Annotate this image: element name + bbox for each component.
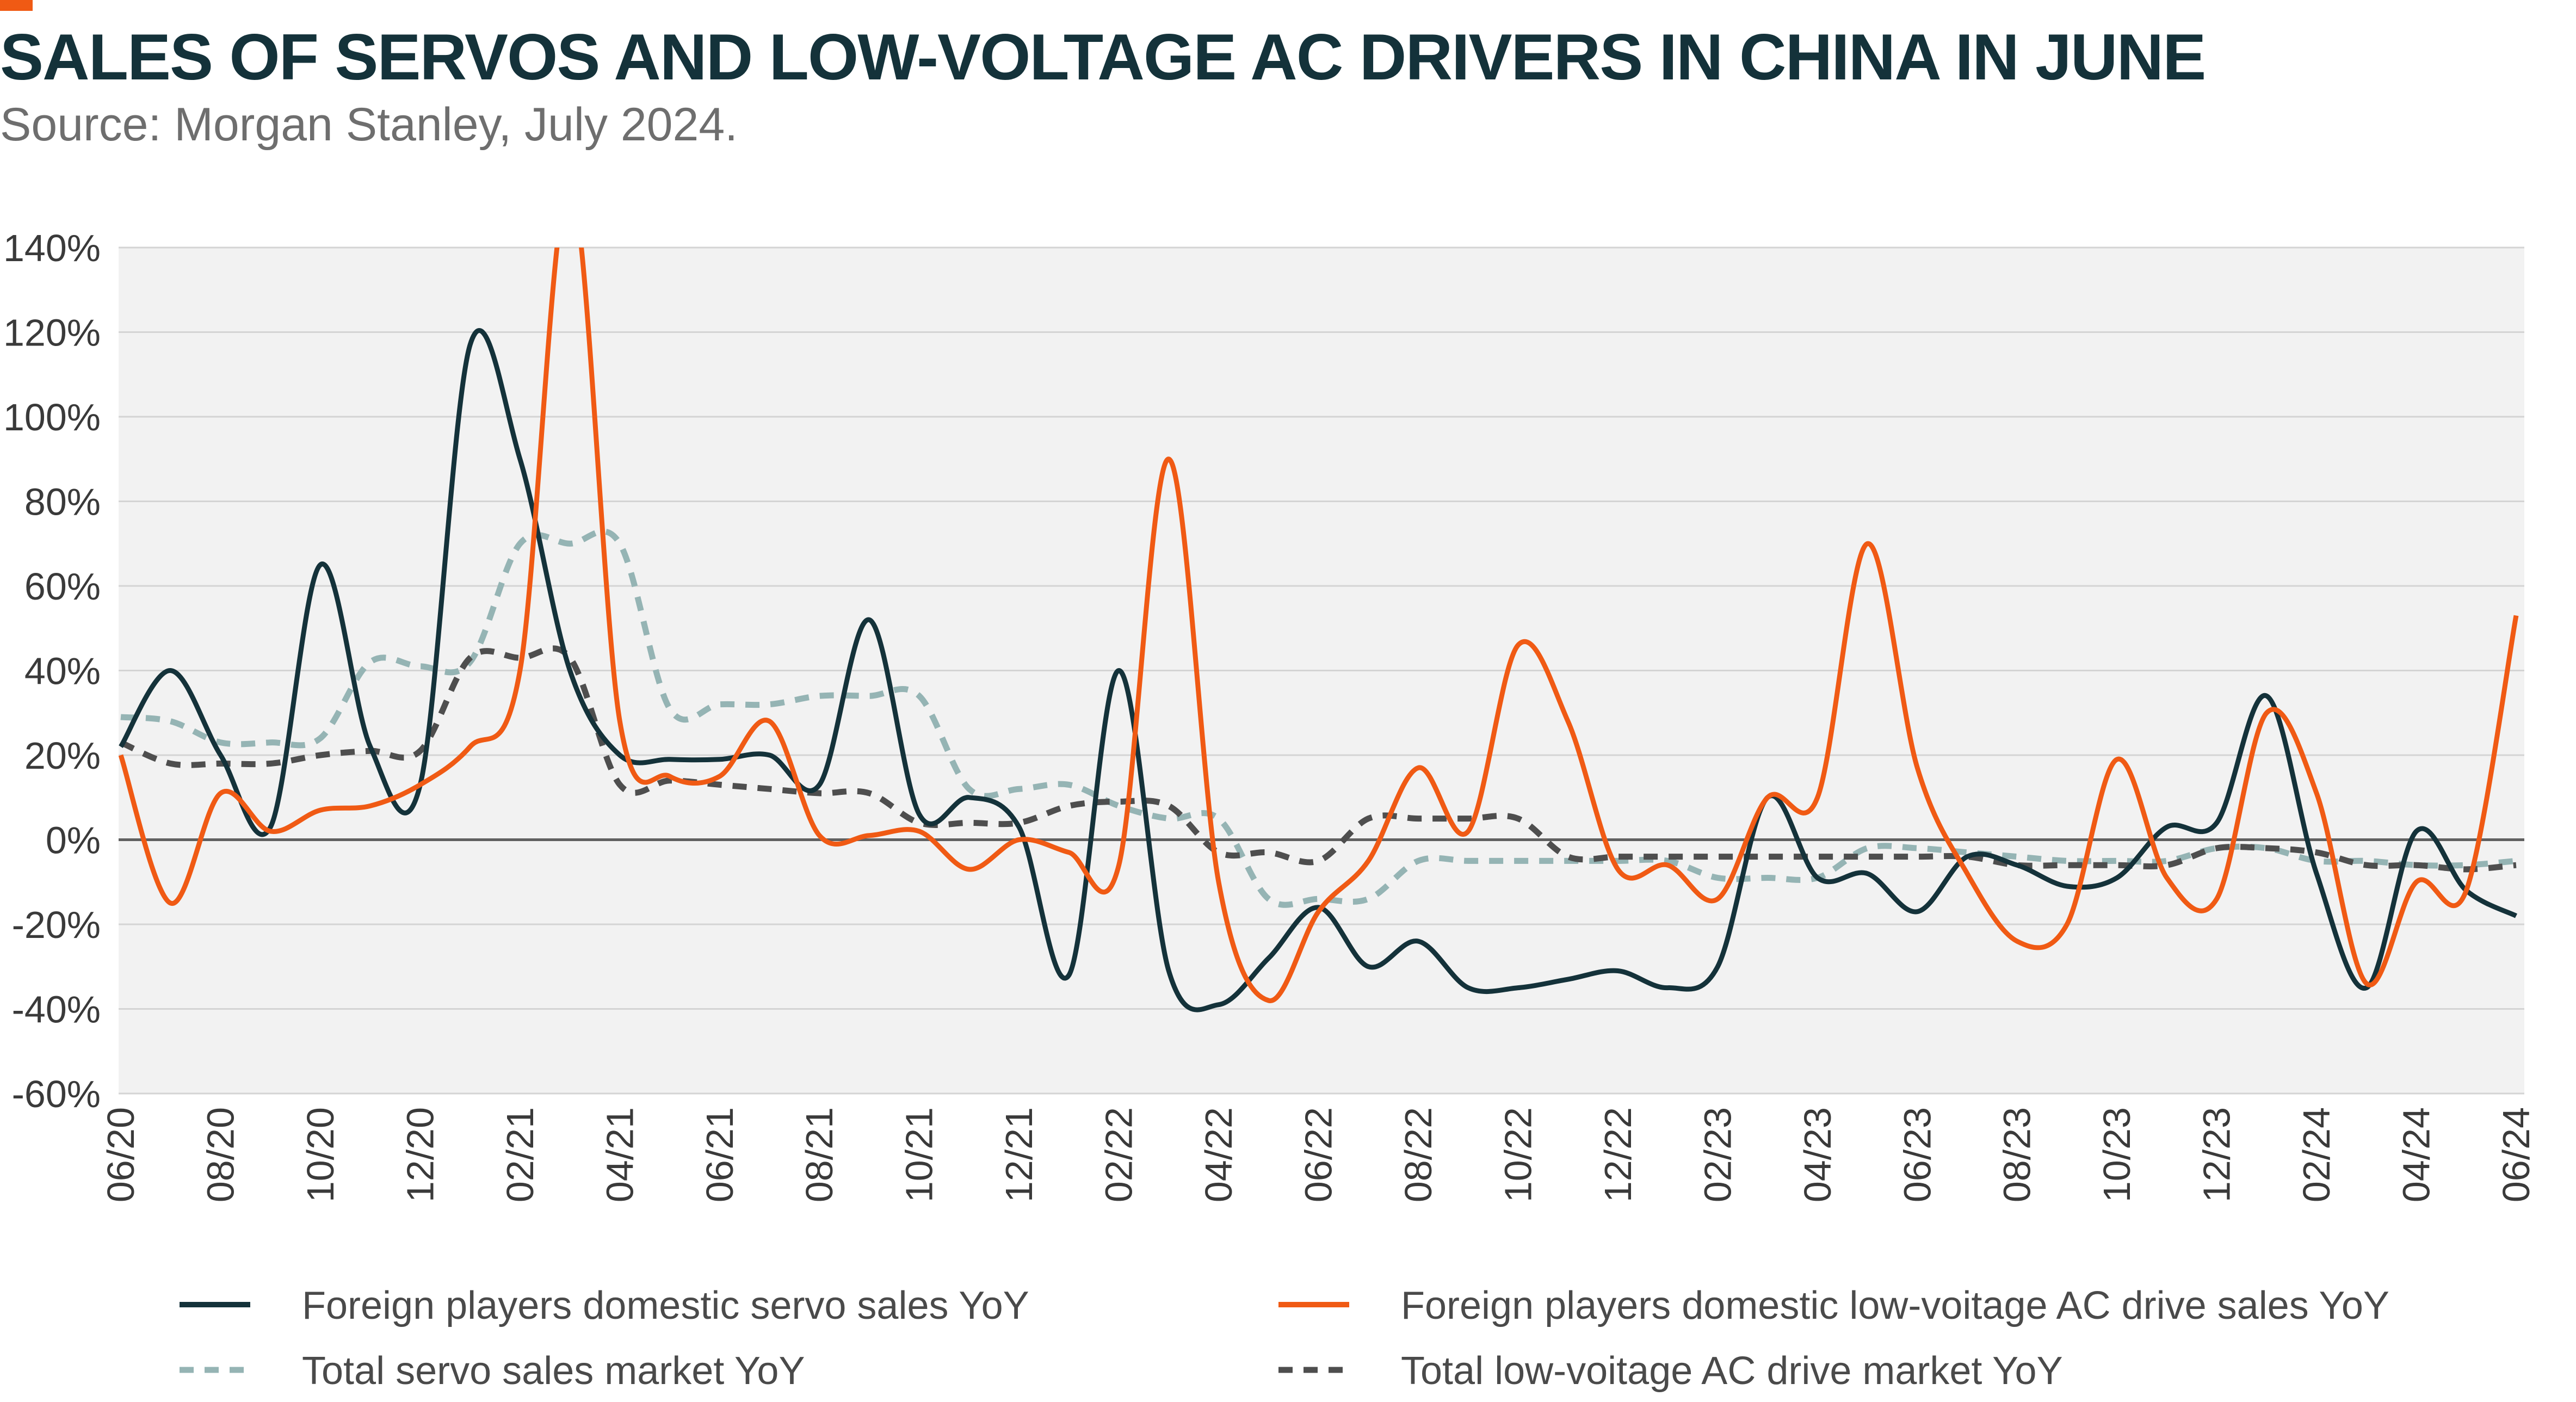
series-line-4 [119,645,2517,873]
y-tick-label: 60% [24,565,101,608]
gridlines [119,246,2524,1095]
series-line-1 [119,328,2518,1012]
y-tick-label: 100% [3,396,101,438]
x-tick-label: 04/21 [598,1107,641,1202]
x-tick-label: 12/22 [1597,1107,1639,1202]
x-tick-label: 06/24 [2495,1107,2537,1202]
x-tick-label: 04/24 [2395,1107,2438,1202]
chart-source-subtitle: Source: Morgan Stanley, July 2024. [0,98,738,151]
x-axis-ticks: 06/20 08/20 10/20 12/20 02/21 04/21 06/21 08/21… [100,1107,2537,1202]
x-tick-label: 10/22 [1497,1107,1539,1202]
x-tick-label: 02/21 [499,1107,541,1202]
x-tick-label: 04/23 [1796,1107,1839,1202]
x-tick-label: 02/22 [1098,1107,1140,1202]
series-lines [119,248,2519,1012]
y-tick-label: 40% [24,650,101,693]
y-tick-label: 0% [46,819,101,862]
y-tick-label: 120% [3,312,101,354]
x-tick-label: 08/20 [199,1107,242,1202]
legend-label: Foreign players domestic servo sales YoY [302,1284,1029,1327]
legend: Foreign players domestic servo sales YoY… [180,1284,2389,1393]
accent-bar [0,0,33,11]
y-axis-ticks: -60% -40% -20% 0% 20% 40% 60% 80% 100% 120% 140% [3,227,101,1115]
x-tick-label: 12/23 [2196,1107,2238,1202]
x-tick-label: 10/21 [898,1107,941,1202]
legend-label: Foreign players domestic low-voitage AC … [1401,1284,2389,1327]
x-tick-label: 04/22 [1197,1107,1240,1202]
y-tick-label: -60% [12,1073,101,1115]
x-tick-label: 02/24 [2295,1107,2338,1202]
y-tick-label: 80% [24,481,101,523]
x-tick-label: 06/20 [100,1107,142,1202]
x-tick-label: 08/23 [1996,1107,2038,1202]
legend-label: Total low-voitage AC drive market YoY [1401,1349,2063,1393]
x-tick-label: 06/21 [699,1107,741,1202]
legend-label: Total servo sales market YoY [302,1349,805,1393]
x-tick-label: 02/23 [1696,1107,1739,1202]
series-line-2 [119,248,2519,1003]
x-tick-label: 12/21 [998,1107,1040,1202]
x-tick-label: 12/20 [399,1107,441,1202]
series-line-3 [120,528,2517,908]
chart-title: SALES OF SERVOS AND LOW-VOLTAGE AC DRIVE… [0,21,2206,94]
y-tick-label: 140% [3,227,101,269]
x-tick-label: 06/23 [1896,1107,1938,1202]
y-tick-label: -20% [12,904,101,946]
x-tick-label: 10/20 [299,1107,342,1202]
y-tick-label: 20% [24,734,101,777]
x-tick-label: 10/23 [2096,1107,2138,1202]
x-tick-label: 08/22 [1397,1107,1440,1202]
x-tick-label: 08/21 [798,1107,841,1202]
x-tick-label: 06/22 [1298,1107,1340,1202]
y-tick-label: -40% [12,989,101,1031]
